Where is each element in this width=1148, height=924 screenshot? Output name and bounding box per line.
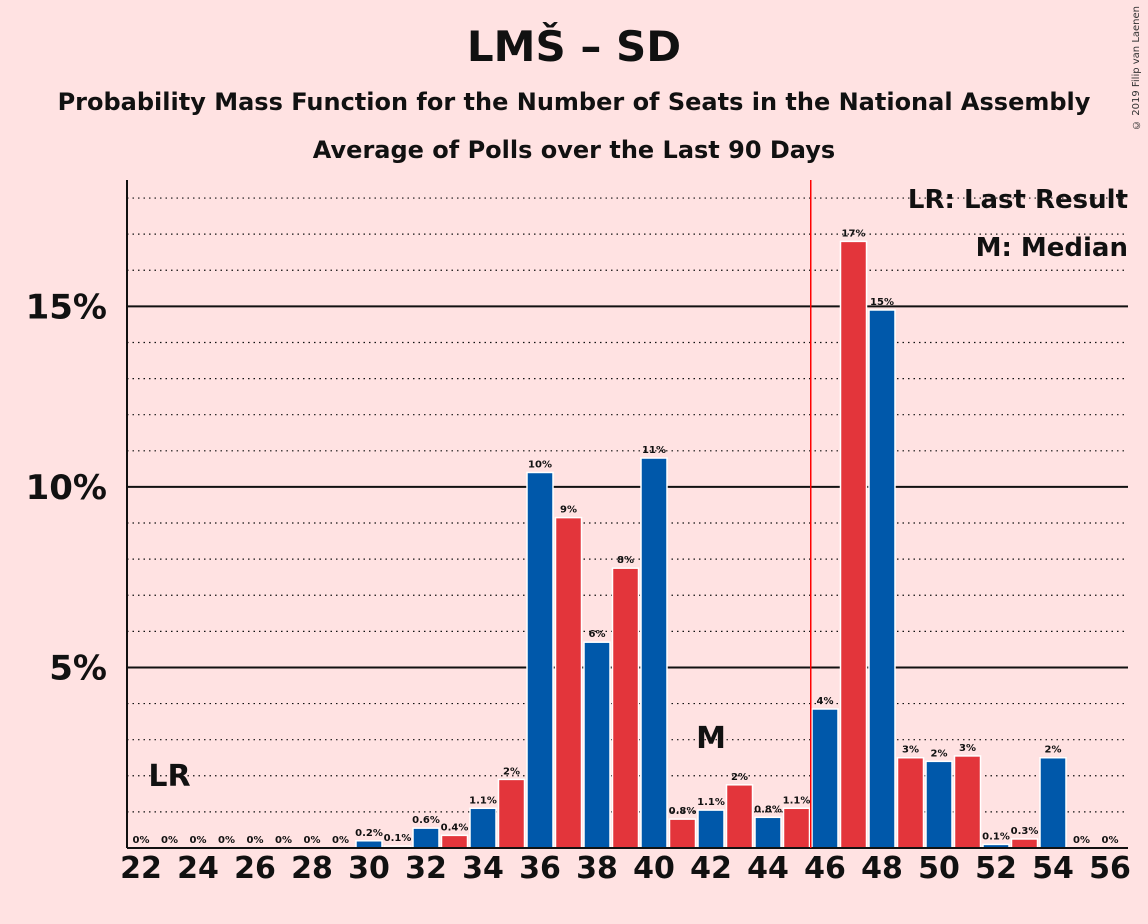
x-tick-label: 54 xyxy=(1032,851,1074,886)
data-label: 6% xyxy=(589,629,606,640)
data-label: 3% xyxy=(959,743,976,754)
x-tick-label: 46 xyxy=(804,851,846,886)
x-tick-label: 52 xyxy=(975,851,1017,886)
data-label: 0% xyxy=(332,835,349,846)
chart-subtitle-2: Average of Polls over the Last 90 Days xyxy=(312,136,836,164)
x-tick-label: 48 xyxy=(861,851,903,886)
bar xyxy=(839,240,868,849)
data-label: 2% xyxy=(503,766,520,777)
bar xyxy=(725,784,754,849)
data-label: 15% xyxy=(870,297,894,308)
legend-median: M: Median xyxy=(975,233,1128,263)
bar xyxy=(668,818,697,849)
data-label: 0% xyxy=(1102,835,1119,846)
x-tick-label: 34 xyxy=(462,851,504,886)
x-tick-label: 56 xyxy=(1089,851,1131,886)
data-label: 0% xyxy=(133,835,150,846)
chart-subtitle: Probability Mass Function for the Number… xyxy=(57,88,1091,116)
bar xyxy=(896,756,925,849)
data-label: 3% xyxy=(902,745,919,756)
bar xyxy=(355,840,383,849)
data-label: 1.1% xyxy=(697,797,725,808)
data-label: 0.6% xyxy=(412,815,440,826)
x-tick-label: 28 xyxy=(291,851,333,886)
data-label: 2% xyxy=(1045,745,1062,756)
bar xyxy=(811,708,839,849)
x-tick-label: 36 xyxy=(519,851,561,886)
data-label: 0% xyxy=(218,835,235,846)
data-label: 0.3% xyxy=(1011,826,1039,837)
data-label: 0% xyxy=(304,835,321,846)
data-label: 1.1% xyxy=(783,795,811,806)
bar xyxy=(412,827,440,849)
bar xyxy=(440,834,469,849)
bar xyxy=(754,816,782,849)
bar xyxy=(697,809,725,849)
x-tick-label: 22 xyxy=(120,851,162,886)
y-tick-label: 5% xyxy=(49,648,107,688)
data-label: 4% xyxy=(817,696,834,707)
data-label: 1.1% xyxy=(469,795,497,806)
x-tick-label: 38 xyxy=(576,851,618,886)
x-tick-label: 42 xyxy=(690,851,732,886)
x-tick-label: 44 xyxy=(747,851,789,886)
data-label: 0.1% xyxy=(384,833,412,844)
data-label: 0% xyxy=(275,835,292,846)
data-label: 2% xyxy=(931,748,948,759)
data-label: 0% xyxy=(247,835,264,846)
x-tick-label: 30 xyxy=(348,851,390,886)
data-label: 10% xyxy=(528,459,552,470)
bar xyxy=(925,760,953,849)
last-result-marker: LR xyxy=(148,759,190,794)
x-tick-label: 24 xyxy=(177,851,219,886)
data-label: 9% xyxy=(560,505,577,516)
data-label: 0% xyxy=(1073,835,1090,846)
chart-title: LMŠ – SD xyxy=(466,22,682,71)
bar xyxy=(583,641,611,849)
bar xyxy=(526,471,554,849)
x-tick-label: 32 xyxy=(405,851,447,886)
data-label: 0.1% xyxy=(982,831,1010,842)
bar xyxy=(1010,838,1039,849)
data-label: 0.4% xyxy=(441,822,469,833)
data-label: 0% xyxy=(161,835,178,846)
data-label: 0% xyxy=(190,835,207,846)
y-tick-label: 10% xyxy=(26,468,107,508)
legend-last-result: LR: Last Result xyxy=(907,185,1128,215)
data-label: 11% xyxy=(642,445,666,456)
bar xyxy=(554,516,583,849)
bar xyxy=(782,807,811,849)
x-tick-label: 40 xyxy=(633,851,675,886)
x-tick-label: 26 xyxy=(234,851,276,886)
bar xyxy=(611,567,640,849)
data-label: 8% xyxy=(617,555,634,566)
bar xyxy=(868,309,896,849)
y-tick-label: 15% xyxy=(26,287,107,327)
x-tick-label: 50 xyxy=(918,851,960,886)
median-marker: M xyxy=(696,721,726,756)
bar xyxy=(497,778,526,849)
data-label: 2% xyxy=(731,772,748,783)
bar xyxy=(953,755,982,849)
bar xyxy=(469,807,497,849)
data-label: 0.2% xyxy=(355,828,383,839)
data-label: 0.8% xyxy=(754,804,782,815)
bar xyxy=(640,457,668,849)
data-label: 0.8% xyxy=(669,806,697,817)
bar xyxy=(1039,756,1067,849)
data-label: 17% xyxy=(842,228,866,239)
